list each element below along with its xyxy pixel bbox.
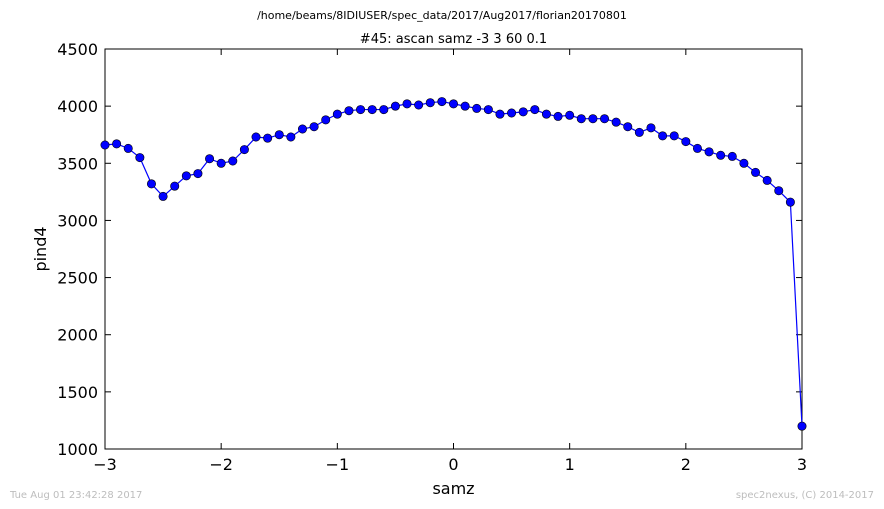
footer-credit: spec2nexus, (C) 2014-2017: [736, 490, 874, 501]
data-point: [135, 153, 145, 163]
data-point: [669, 131, 679, 141]
y-tick-label: 4000: [57, 97, 98, 116]
data-point: [460, 101, 470, 111]
data-point: [297, 124, 307, 134]
y-axis-label: pind4: [31, 226, 50, 271]
data-point: [588, 114, 598, 124]
data-point: [716, 150, 726, 160]
data-point: [216, 158, 226, 168]
data-point: [681, 137, 691, 147]
data-point: [739, 158, 749, 168]
data-points: [100, 97, 807, 431]
data-point: [193, 169, 203, 179]
y-tick-label: 1500: [57, 383, 98, 402]
data-point: [309, 122, 319, 132]
x-tick-label: 3: [797, 455, 807, 474]
y-tick-label: 1000: [57, 440, 98, 459]
data-point: [100, 140, 110, 150]
data-point: [692, 143, 702, 153]
data-point: [553, 111, 563, 121]
data-point: [483, 105, 493, 115]
chart-title: #45: ascan samz -3 3 60 0.1: [360, 32, 547, 47]
data-point: [274, 130, 284, 140]
data-point: [356, 105, 366, 115]
data-point: [541, 109, 551, 119]
y-tick-label: 3500: [57, 154, 98, 173]
data-point: [390, 101, 400, 111]
x-tick-label: 0: [448, 455, 458, 474]
y-tick-label: 4500: [57, 40, 98, 59]
data-point: [402, 99, 412, 109]
data-point: [263, 133, 273, 143]
data-point: [239, 145, 249, 155]
x-tick-label: −1: [326, 455, 350, 474]
data-point: [379, 105, 389, 115]
x-tick-label: 2: [681, 455, 691, 474]
y-tick-label: 3000: [57, 211, 98, 230]
data-point: [425, 98, 435, 108]
data-point: [507, 108, 517, 118]
data-point: [448, 99, 458, 109]
data-point: [634, 127, 644, 137]
data-point: [286, 132, 296, 142]
data-point: [251, 132, 261, 142]
data-point: [332, 109, 342, 119]
data-point: [181, 171, 191, 181]
data-point: [344, 106, 354, 116]
x-axis: −3 −2 −1 0 1 2 3: [93, 49, 807, 474]
data-point: [414, 100, 424, 110]
footer-timestamp: Tue Aug 01 23:42:28 2017: [9, 490, 142, 501]
data-point: [228, 156, 238, 166]
x-axis-label: samz: [432, 479, 474, 498]
data-point: [205, 154, 215, 164]
y-axis: 1000 1500 2000 2500 3000 3500 4000 4500: [57, 40, 802, 459]
data-point: [495, 109, 505, 119]
data-point: [565, 110, 575, 120]
data-point: [472, 103, 482, 113]
data-point: [762, 175, 772, 185]
data-point: [774, 186, 784, 196]
data-point: [785, 197, 795, 207]
data-point: [600, 114, 610, 124]
data-point: [658, 131, 668, 141]
data-point: [727, 151, 737, 161]
data-point: [611, 117, 621, 127]
x-tick-label: −2: [209, 455, 233, 474]
data-point: [518, 107, 528, 117]
x-tick-label: 1: [565, 455, 575, 474]
data-point: [437, 97, 447, 107]
data-point: [797, 421, 807, 431]
y-tick-label: 2500: [57, 269, 98, 288]
data-point: [751, 167, 761, 177]
data-point: [170, 181, 180, 191]
data-point: [704, 147, 714, 157]
data-point: [530, 105, 540, 115]
data-point: [158, 191, 168, 201]
data-point: [146, 179, 156, 189]
plot-area: [104, 48, 803, 450]
scan-file-path: /home/beams/8IDIUSER/spec_data/2017/Aug2…: [257, 9, 627, 22]
x-tick-label: −3: [93, 455, 117, 474]
data-point: [646, 123, 656, 133]
data-point: [112, 139, 122, 149]
data-point: [321, 115, 331, 125]
y-tick-label: 2000: [57, 326, 98, 345]
data-point: [623, 122, 633, 132]
data-point: [123, 143, 133, 153]
data-point: [367, 105, 377, 115]
data-point: [576, 114, 586, 124]
